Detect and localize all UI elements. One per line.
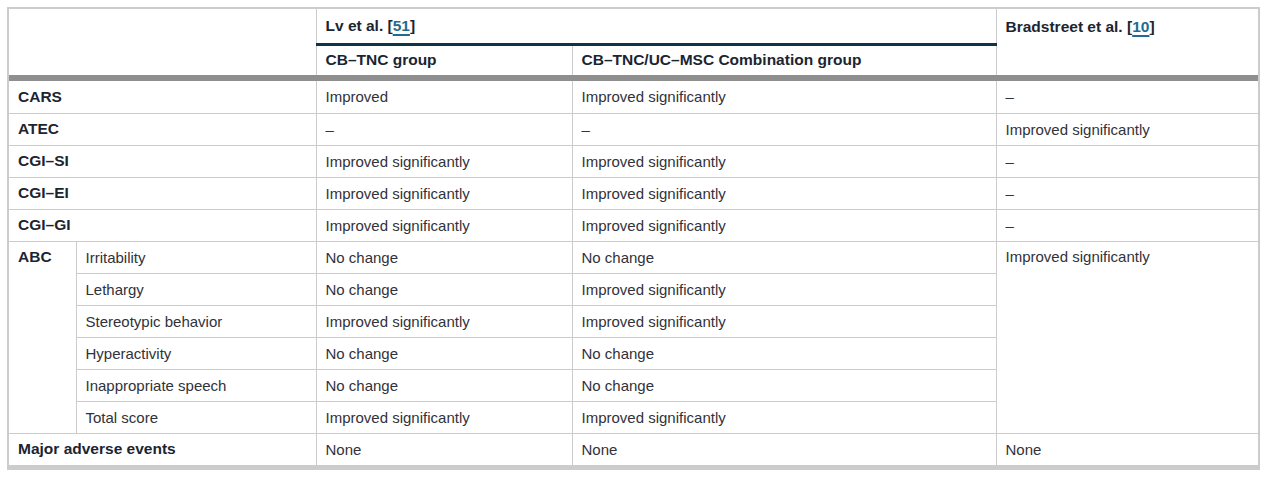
abc-hyperactivity-combination-value: No change: [572, 337, 996, 369]
row-label-cgi-si: CGI–SI: [8, 145, 316, 177]
footer-separator-bar: [8, 465, 1259, 470]
adverse-combination-value: None: [572, 433, 996, 465]
adverse-cbtnc-value: None: [316, 433, 572, 465]
study-bradstreet-citation-prefix: Bradstreet et al. [: [1006, 18, 1133, 35]
ref-link-51[interactable]: 51: [393, 17, 410, 34]
header-spacer-2: [8, 44, 316, 75]
row-label-cgi-ei: CGI–EI: [8, 177, 316, 209]
row-label-cgi-gi: CGI–GI: [8, 209, 316, 241]
cars-bradstreet-value: –: [996, 81, 1259, 113]
cgi-si-combination-value: Improved significantly: [572, 145, 996, 177]
cgi-gi-combination-value: Improved significantly: [572, 209, 996, 241]
abc-speech-combination-value: No change: [572, 369, 996, 401]
header-spacer: [8, 8, 316, 44]
study-bradstreet-citation-suffix: ]: [1149, 18, 1154, 35]
row-abc-irritability: ABC Irritability No change No change Imp…: [8, 241, 1259, 273]
cars-combination-value: Improved significantly: [572, 81, 996, 113]
col-header-combination-group: CB–TNC/UC–MSC Combination group: [572, 44, 996, 75]
header-study-bradstreet: Bradstreet et al. [10]: [996, 8, 1259, 75]
row-atec: ATEC – – Improved significantly: [8, 113, 1259, 145]
row-major-adverse-events: Major adverse events None None None: [8, 433, 1259, 465]
abc-hyperactivity-cbtnc-value: No change: [316, 337, 572, 369]
cgi-ei-bradstreet-value: –: [996, 177, 1259, 209]
header-row-studies: Lv et al. [51] Bradstreet et al. [10]: [8, 8, 1259, 44]
abc-stereotypic-combination-value: Improved significantly: [572, 305, 996, 337]
atec-cbtnc-value: –: [316, 113, 572, 145]
abc-irritability-combination-value: No change: [572, 241, 996, 273]
abc-total-cbtnc-value: Improved significantly: [316, 401, 572, 433]
footer-separator-row: [8, 465, 1259, 470]
abc-sublabel-inappropriate-speech: Inappropriate speech: [76, 369, 316, 401]
header-study-lv: Lv et al. [51]: [316, 8, 996, 44]
study-lv-citation-prefix: Lv et al. [: [326, 17, 393, 34]
ref-link-10[interactable]: 10: [1132, 18, 1149, 35]
cgi-ei-cbtnc-value: Improved significantly: [316, 177, 572, 209]
row-label-major-adverse-events: Major adverse events: [8, 433, 316, 465]
cgi-si-bradstreet-value: –: [996, 145, 1259, 177]
abc-stereotypic-cbtnc-value: Improved significantly: [316, 305, 572, 337]
row-cars: CARS Improved Improved significantly –: [8, 81, 1259, 113]
abc-lethargy-combination-value: Improved significantly: [572, 273, 996, 305]
abc-sublabel-total-score: Total score: [76, 401, 316, 433]
row-cgi-gi: CGI–GI Improved significantly Improved s…: [8, 209, 1259, 241]
abc-sublabel-stereotypic-behavior: Stereotypic behavior: [76, 305, 316, 337]
cgi-gi-bradstreet-value: –: [996, 209, 1259, 241]
abc-sublabel-hyperactivity: Hyperactivity: [76, 337, 316, 369]
abc-speech-cbtnc-value: No change: [316, 369, 572, 401]
abc-lethargy-cbtnc-value: No change: [316, 273, 572, 305]
row-label-abc: ABC: [8, 241, 76, 433]
row-cgi-si: CGI–SI Improved significantly Improved s…: [8, 145, 1259, 177]
cars-cbtnc-value: Improved: [316, 81, 572, 113]
row-cgi-ei: CGI–EI Improved significantly Improved s…: [8, 177, 1259, 209]
abc-sublabel-lethargy: Lethargy: [76, 273, 316, 305]
atec-bradstreet-value: Improved significantly: [996, 113, 1259, 145]
adverse-bradstreet-value: None: [996, 433, 1259, 465]
col-header-cbtnc-group: CB–TNC group: [316, 44, 572, 75]
atec-combination-value: –: [572, 113, 996, 145]
row-label-atec: ATEC: [8, 113, 316, 145]
abc-sublabel-irritability: Irritability: [76, 241, 316, 273]
study-comparison-table: Lv et al. [51] Bradstreet et al. [10] CB…: [7, 7, 1260, 470]
cgi-si-cbtnc-value: Improved significantly: [316, 145, 572, 177]
cgi-ei-combination-value: Improved significantly: [572, 177, 996, 209]
study-lv-citation-suffix: ]: [410, 17, 415, 34]
abc-irritability-cbtnc-value: No change: [316, 241, 572, 273]
cgi-gi-cbtnc-value: Improved significantly: [316, 209, 572, 241]
row-label-cars: CARS: [8, 81, 316, 113]
abc-total-combination-value: Improved significantly: [572, 401, 996, 433]
abc-bradstreet-value: Improved significantly: [996, 241, 1259, 433]
